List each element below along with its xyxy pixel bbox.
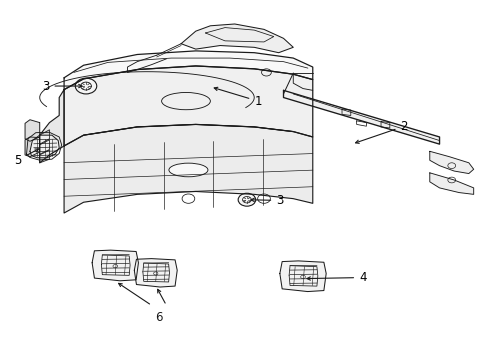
Circle shape	[75, 78, 97, 94]
Text: 5: 5	[14, 149, 39, 167]
Polygon shape	[40, 90, 64, 163]
Text: 6: 6	[155, 311, 163, 324]
Polygon shape	[25, 120, 40, 141]
Polygon shape	[380, 122, 389, 128]
Text: 4: 4	[306, 271, 366, 284]
Circle shape	[238, 193, 255, 206]
Polygon shape	[25, 137, 40, 157]
Polygon shape	[279, 261, 325, 292]
Text: 3: 3	[42, 80, 82, 93]
Polygon shape	[64, 66, 312, 146]
Polygon shape	[134, 258, 177, 287]
Text: 3: 3	[250, 194, 283, 207]
Polygon shape	[429, 173, 473, 194]
Text: 2: 2	[355, 120, 407, 143]
Polygon shape	[40, 130, 49, 144]
Polygon shape	[92, 250, 138, 281]
Polygon shape	[40, 150, 49, 163]
Text: 1: 1	[214, 87, 261, 108]
Polygon shape	[181, 24, 293, 53]
Polygon shape	[64, 51, 312, 90]
Polygon shape	[30, 135, 59, 158]
Polygon shape	[341, 109, 350, 116]
Polygon shape	[429, 151, 473, 174]
Polygon shape	[64, 125, 312, 213]
Polygon shape	[40, 140, 49, 154]
Ellipse shape	[168, 163, 207, 177]
Polygon shape	[283, 90, 439, 144]
